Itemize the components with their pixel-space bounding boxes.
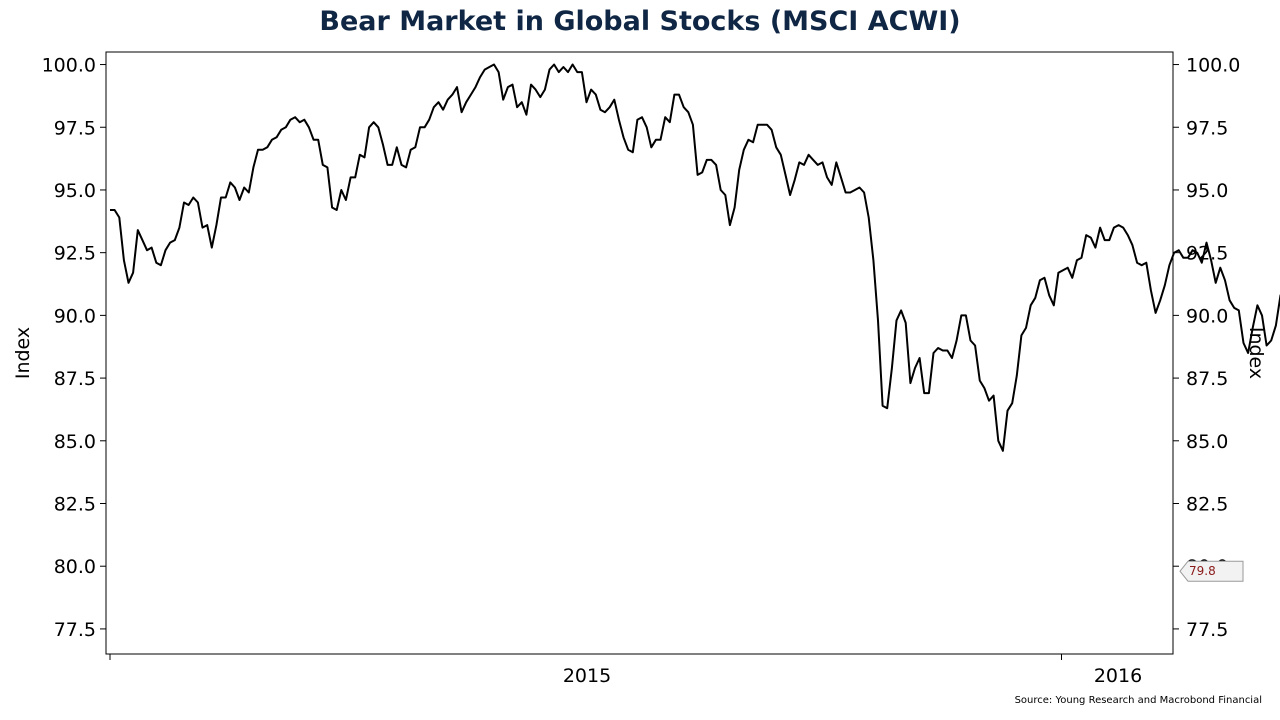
last-value-callout: 79.8 (1179, 560, 1244, 582)
y-tick-label-left: 95.0 (54, 180, 96, 202)
x-axis: 2015 2016 (109, 654, 1142, 687)
y-tick-label-left: 90.0 (54, 305, 96, 327)
y-tick-label-left: 92.5 (54, 243, 96, 265)
y-tick-label-right: 82.5 (1186, 494, 1228, 516)
y-tick-label-left: 87.5 (54, 368, 96, 390)
y-tick-label-right: 85.0 (1186, 431, 1228, 453)
x-tick-label: 2015 (563, 665, 611, 687)
y-axis-left: 100.0 97.5 95.0 92.5 90.0 87.5 85.0 82.5 80.0 77.… (42, 55, 106, 641)
y-tick-label-right: 87.5 (1186, 368, 1228, 390)
y-tick-label-left: 85.0 (54, 431, 96, 453)
y-tick-label-left: 80.0 (54, 556, 96, 578)
y-tick-label-left: 100.0 (42, 55, 96, 77)
y-tick-label-right: 90.0 (1186, 305, 1228, 327)
chart-title: Bear Market in Global Stocks (MSCI ACWI) (319, 6, 961, 37)
y-tick-label-right: 95.0 (1186, 180, 1228, 202)
series-line (110, 63, 1280, 452)
y-tick-label-left: 82.5 (54, 494, 96, 516)
x-tick-label: 2016 (1094, 665, 1142, 687)
y-tick-label-right: 77.5 (1186, 619, 1228, 641)
last-value-label: 79.8 (1189, 564, 1216, 578)
y-tick-label-right: 92.5 (1186, 243, 1228, 265)
last-value-box (1179, 560, 1244, 582)
y-axis-right: 100.097.595.092.590.087.585.082.580.077.… (1173, 55, 1240, 641)
y-axis-title-left: Index (12, 327, 34, 379)
y-tick-label-left: 77.5 (54, 619, 96, 641)
plot-frame (105, 51, 1174, 655)
source-note: Source: Young Research and Macrobond Fin… (1014, 695, 1262, 706)
y-tick-label-right: 97.5 (1186, 117, 1228, 139)
y-tick-label-right: 100.0 (1186, 55, 1240, 77)
y-tick-label-left: 97.5 (54, 117, 96, 139)
